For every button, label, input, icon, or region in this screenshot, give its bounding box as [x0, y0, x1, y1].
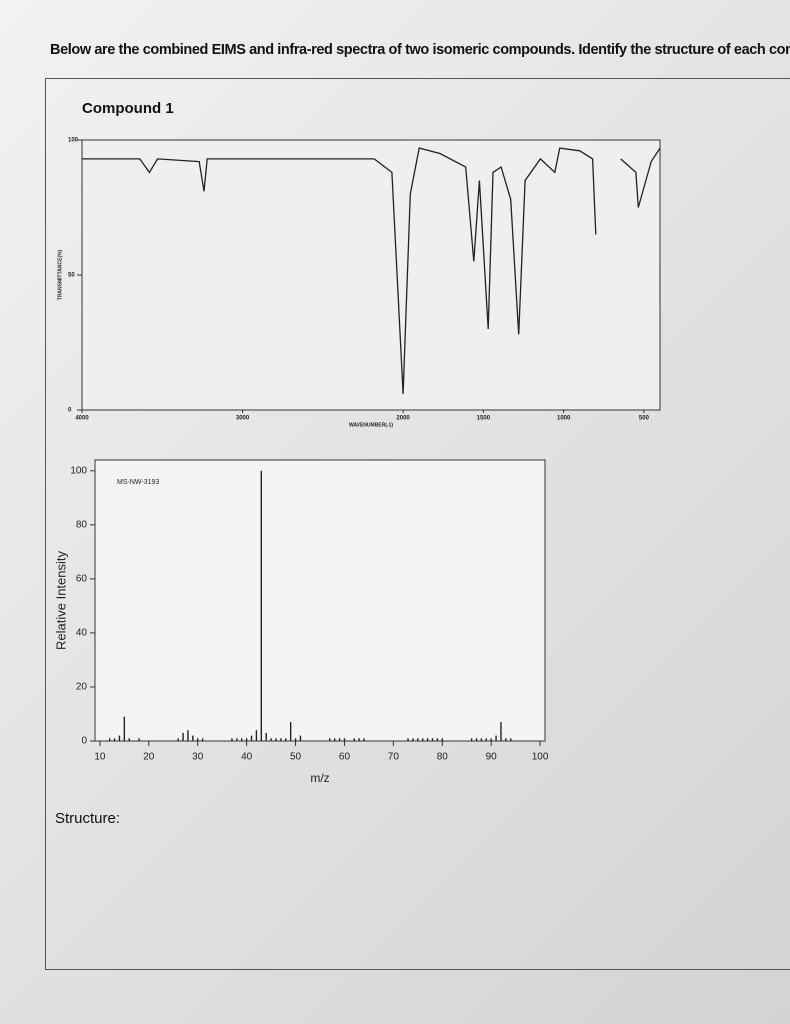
paper-frame [45, 78, 790, 970]
peak [280, 738, 282, 741]
peak [118, 735, 121, 741]
peak [338, 738, 341, 741]
peak [187, 730, 189, 741]
x-tick-label: 10 [94, 752, 106, 763]
y-tick-label: 0 [68, 408, 72, 414]
x-axis-label: m/z [310, 771, 329, 785]
x-tick-label: 40 [241, 752, 253, 763]
peak [436, 738, 439, 741]
peak [123, 716, 126, 741]
plot-frame [81, 139, 661, 411]
peak [255, 730, 258, 741]
y-tick-label: 60 [76, 574, 88, 585]
compound-title: Compound 1 [82, 100, 174, 117]
peak [510, 738, 512, 741]
peak [113, 738, 116, 741]
y-tick-label: 0 [81, 736, 87, 747]
peak [265, 732, 267, 741]
peak [231, 738, 233, 741]
peak [182, 732, 184, 741]
peak [299, 735, 302, 741]
x-tick-label: 100 [532, 752, 549, 763]
x-tick-label: 60 [339, 752, 351, 763]
peak [485, 738, 488, 741]
peak [333, 738, 336, 741]
peak [275, 738, 277, 741]
peak [426, 738, 429, 741]
peak [412, 738, 414, 741]
y-tick-label: 100 [68, 138, 79, 144]
y-tick-label: 40 [76, 628, 88, 639]
peak [363, 738, 365, 741]
x-tick-label: 20 [143, 752, 155, 763]
x-axis-label: WAVENUMBER(-1) [349, 422, 393, 428]
peak [358, 738, 360, 741]
peak [422, 738, 424, 741]
instructions: Below are the combined EIMS and infra-re… [50, 42, 790, 58]
peak [177, 738, 179, 741]
x-tick-label: 50 [290, 752, 302, 763]
x-tick-label: 80 [437, 752, 449, 763]
peak [270, 738, 272, 741]
peak [490, 738, 492, 741]
peak [495, 735, 497, 741]
peak [250, 735, 253, 741]
peak [329, 738, 331, 741]
peak [108, 738, 111, 741]
peak [500, 722, 502, 741]
peak [241, 738, 243, 741]
structure-label: Structure: [55, 810, 121, 827]
x-tick-label: 90 [486, 752, 498, 763]
y-tick-label: 100 [70, 465, 87, 476]
plot-frame [94, 459, 546, 742]
x-tick-label: 3000 [236, 416, 250, 422]
x-tick-label: 2000 [396, 416, 410, 422]
peak [236, 738, 238, 741]
peak [431, 738, 434, 741]
peak [192, 735, 194, 741]
peak [470, 738, 473, 741]
peak [245, 738, 248, 741]
x-tick-label: 70 [388, 752, 400, 763]
y-tick-label: 20 [76, 682, 88, 693]
y-axis-label: Relative Intensity [53, 551, 68, 650]
peak [285, 738, 287, 741]
x-tick-label: 500 [639, 416, 650, 422]
peak [197, 738, 199, 741]
peak [260, 470, 263, 741]
spectrum-line [82, 147, 661, 394]
peak [201, 738, 204, 741]
y-tick-label: 50 [68, 273, 75, 279]
peak [353, 738, 355, 741]
x-tick-label: 4000 [75, 416, 89, 422]
peak [289, 722, 292, 741]
peak [505, 738, 507, 741]
peak [138, 738, 140, 741]
x-tick-label: 30 [192, 752, 204, 763]
y-axis-label: TRANSMITTANCE(%) [57, 249, 63, 300]
x-tick-label: 1000 [557, 416, 571, 422]
peak [480, 738, 483, 741]
peak [441, 738, 443, 741]
y-tick-label: 80 [76, 519, 88, 530]
peak [475, 738, 478, 741]
annotation: MS-NW-3193 [117, 479, 159, 486]
peak [128, 738, 130, 741]
peak [343, 738, 346, 741]
peak [407, 738, 409, 741]
peak [294, 738, 297, 741]
peak [417, 738, 419, 741]
x-tick-label: 1500 [477, 416, 491, 422]
